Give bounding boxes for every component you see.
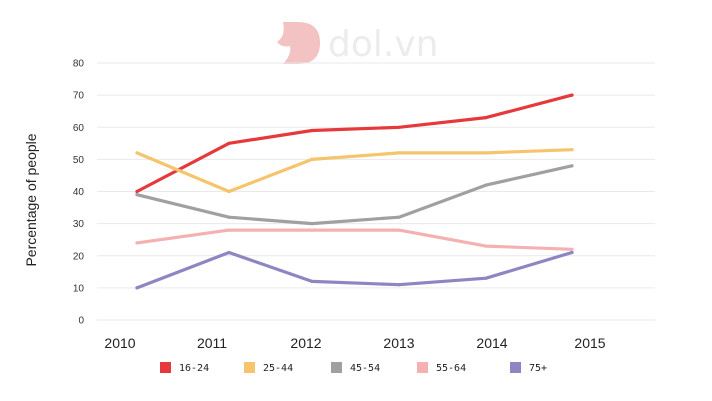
legend-swatch [244,362,255,373]
data-point [484,116,488,120]
watermark: dol.vn [277,22,438,65]
data-point [227,189,231,194]
series-16-24 [135,93,574,194]
legend-item: 45-54 [331,362,380,374]
data-point [310,128,314,133]
y-tick-labels: 0 10 20 30 40 50 60 70 80 [73,59,85,327]
watermark-text: dol.vn [328,24,438,65]
data-point [397,125,401,129]
data-point [570,164,574,168]
data-point [397,228,401,232]
legend-label: 16-24 [179,363,209,374]
legend-label: 45-54 [350,363,380,374]
data-point [570,250,574,255]
x-tick-label: 2012 [290,335,321,351]
data-point [135,241,139,245]
data-point [570,148,574,152]
y-tick-label: 10 [73,283,85,294]
data-point [227,215,231,219]
x-tick-label: 2011 [197,335,227,351]
data-point [310,157,314,161]
y-tick-label: 20 [73,251,85,262]
legend-item: 25-44 [244,362,293,374]
data-point [484,151,488,155]
y-tick-label: 30 [73,219,85,230]
data-point [484,183,488,187]
legend-swatch [417,362,428,373]
data-point [310,279,314,283]
data-point [397,215,401,219]
series-line [135,93,574,194]
data-point [227,250,231,255]
data-point [310,222,314,226]
x-tick-label: 2015 [574,335,605,351]
series-line [135,228,574,251]
data-point [397,283,401,287]
series-25-44 [135,148,574,194]
grid-lines [97,62,655,321]
data-point [570,93,574,97]
y-tick-label: 60 [73,123,85,134]
series-line [135,164,574,226]
data-point [135,189,139,194]
data-point [310,228,314,232]
x-tick-label: 2014 [476,335,507,351]
legend-item: 16-24 [160,362,209,374]
legend-label: 75+ [529,363,547,374]
data-point [135,151,139,155]
y-tick-label: 0 [78,316,84,327]
data-point [135,193,139,197]
data-point [484,276,488,280]
y-tick-label: 40 [73,187,85,198]
data-point [570,247,574,251]
x-tick-labels: 2010 2011 2012 2013 2014 2015 [104,335,605,351]
x-tick-label: 2013 [383,335,414,351]
data-point [227,141,231,145]
data-point [135,286,139,290]
series-line [135,250,574,290]
data-point [484,244,488,248]
y-tick-label: 50 [73,155,85,166]
legend-item: 75+ [510,362,547,374]
legend: 16-24 25-44 45-54 55-64 75+ [160,362,547,374]
data-point [397,151,401,155]
series-45-54 [135,164,574,226]
series-lines [135,93,574,290]
legend-swatch [160,362,171,373]
series-55-64 [135,228,574,251]
series-75+ [135,250,574,290]
y-tick-label: 80 [73,59,85,70]
series-line [135,148,574,194]
legend-swatch [510,362,521,373]
legend-swatch [331,362,342,373]
data-point [227,228,231,232]
x-tick-label: 2010 [104,335,135,351]
legend-label: 25-44 [263,363,293,374]
dol-logo-icon [277,22,320,64]
y-axis-label: Percentage of people [23,133,39,266]
y-tick-label: 70 [73,91,85,102]
legend-item: 55-64 [417,362,466,374]
legend-label: 55-64 [436,363,466,374]
